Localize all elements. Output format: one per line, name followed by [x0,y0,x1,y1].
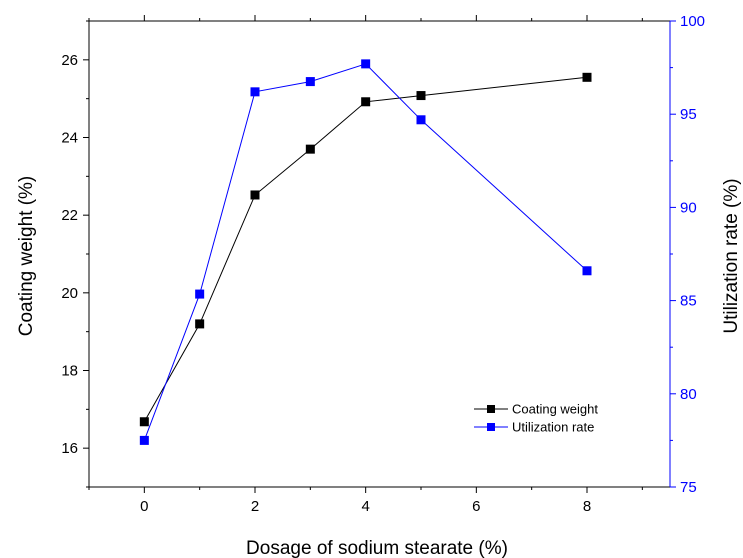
left-y-tick-label: 20 [61,285,78,302]
utilization-rate-point [305,77,315,87]
utilization-rate-point [139,435,149,445]
legend-coating-weight-label: Coating weight [512,402,598,417]
coating-weight-point [139,417,149,427]
utilization-rate-point [582,266,592,276]
left-y-tick-label: 26 [61,52,78,69]
right-y-tick-label: 80 [680,386,697,403]
coating-weight-point [361,97,371,107]
right-y-tick-label: 90 [680,199,697,216]
x-tick-label: 2 [251,498,259,515]
x-tick-label: 4 [361,498,369,515]
x-tick-label: 0 [140,498,148,515]
left-y-tick-label: 16 [61,440,78,457]
legend: Coating weight Utilization rate [474,402,598,435]
coating-weight-point [416,91,426,101]
x-axis-title: Dosage of sodium stearate (%) [246,538,508,558]
plot-series [139,59,592,445]
coating-weight-point [305,144,315,154]
utilization-rate-point [250,87,260,97]
right-y-axis-title: Utilization rate (%) [721,178,742,333]
coating-weight-line [143,76,588,423]
left-y-tick-label: 18 [61,363,78,380]
right-y-tick-label: 95 [680,106,697,123]
legend-utilization-rate-marker [487,423,495,431]
utilization-rate-point [361,59,371,69]
legend-coating-weight-marker [487,405,495,413]
utilization-rate-point [195,289,205,299]
coating-weight-point [582,72,592,82]
coating-weight-point [195,319,205,329]
coating-weight-point [250,190,260,200]
x-tick-label: 8 [583,498,591,515]
utilization-rate-point [416,115,426,125]
left-y-tick-label: 24 [61,130,78,147]
left-y-axis-title: Coating weight (%) [16,176,37,337]
right-y-tick-label: 75 [680,479,697,496]
legend-utilization-rate-label: Utilization rate [512,420,594,435]
right-y-tick-label: 100 [680,13,705,30]
x-tick-label: 6 [472,498,480,515]
left-y-tick-label: 22 [61,207,78,224]
right-y-tick-label: 85 [680,293,697,310]
utilization-rate-line [143,63,588,441]
